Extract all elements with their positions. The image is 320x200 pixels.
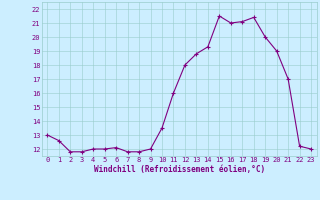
X-axis label: Windchill (Refroidissement éolien,°C): Windchill (Refroidissement éolien,°C) (94, 165, 265, 174)
